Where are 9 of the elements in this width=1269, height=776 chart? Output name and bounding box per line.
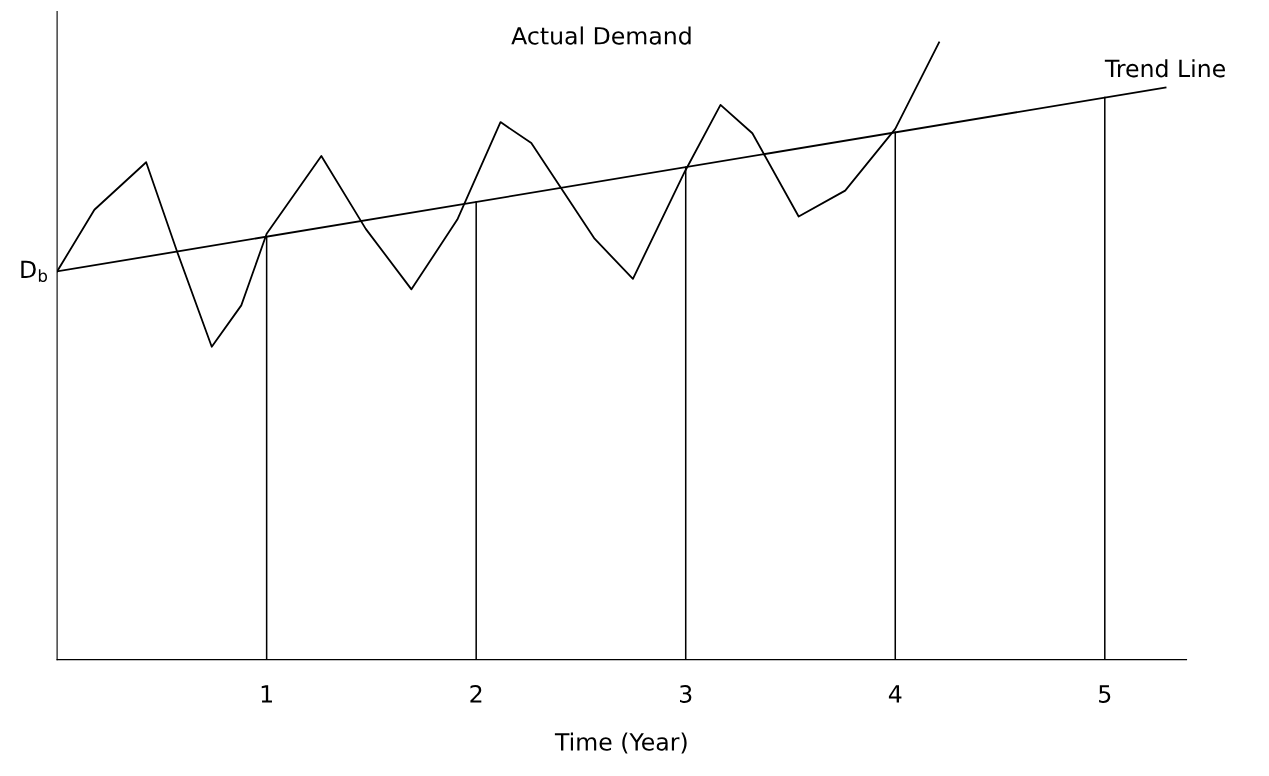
annotation: D$_{b}$	[21, 260, 48, 283]
x-tick-label: 2	[470, 685, 482, 703]
text: Actual Demand	[511, 26, 691, 45]
x-tick-label: 1	[261, 685, 272, 703]
series-label: Trend Line	[1104, 59, 1225, 78]
x-axis-title: Time (Year)	[554, 732, 687, 754]
x-tick-label: 3	[680, 685, 692, 703]
x-tick-label: 4	[888, 685, 902, 703]
x-tick-label: 5	[1099, 685, 1111, 703]
